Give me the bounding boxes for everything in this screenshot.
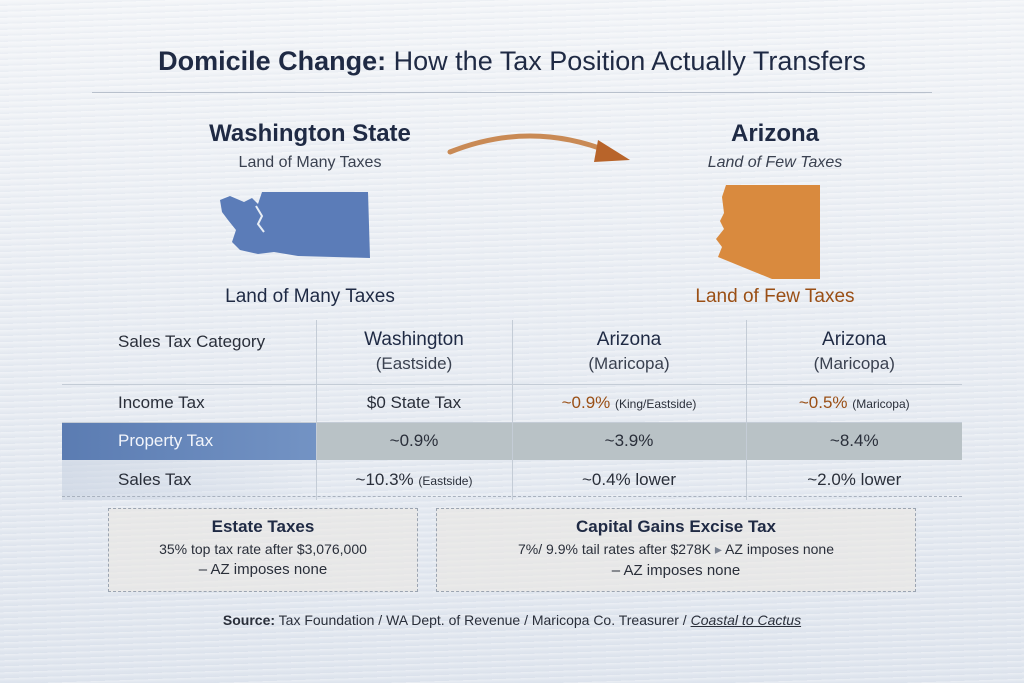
cell-washington: ~10.3% (Eastside)	[315, 460, 512, 500]
arizona-name: Arizona	[730, 120, 819, 147]
transfer-arrow-icon	[447, 133, 630, 162]
box-line-part: AZ imposes none	[725, 541, 834, 557]
washington-caption: Land of Many Taxes	[225, 286, 395, 307]
arizona-subtitle: Land of Few Taxes	[707, 154, 843, 171]
box-title: Capital Gains Excise Tax	[576, 517, 776, 536]
arizona-map-icon	[716, 185, 820, 279]
column-title: Arizona	[822, 329, 887, 351]
box-line: 7%/ 9.9% tail rates after $278K ▸ AZ imp…	[437, 541, 915, 558]
box-line: – AZ imposes none	[198, 561, 328, 578]
box-line-part: 7%/ 9.9% tail rates after $278K	[518, 541, 711, 557]
arizona-caption: Land of Few Taxes	[695, 286, 855, 307]
title-divider	[92, 92, 932, 93]
source-label: Source:	[222, 612, 276, 628]
cell-washington: ~0.9%	[315, 422, 512, 460]
washington-name: Washington State	[209, 120, 411, 147]
source-text: Tax Foundation / WA Dept. of Revenue / M…	[275, 612, 691, 628]
source-line: Source: Tax Foundation / WA Dept. of Rev…	[0, 612, 1024, 628]
table-header-row: Sales Tax Category Washington (Eastside)…	[62, 320, 962, 385]
corner-label: Sales Tax Category	[62, 320, 316, 385]
estate-taxes-box: Estate Taxes 35% top tax rate after $3,0…	[108, 508, 418, 592]
cell-arizona-1: ~3.9%	[511, 422, 746, 460]
column-subtitle: (Eastside)	[375, 354, 453, 374]
table-row-income: Income Tax $0 State Tax ~0.9% (King/East…	[62, 384, 962, 423]
source-link[interactable]: Coastal to Cactus	[690, 612, 802, 628]
row-label: Income Tax	[62, 384, 316, 423]
column-header-washington: Washington (Eastside)	[315, 320, 512, 385]
cell-value: ~0.9%	[561, 393, 611, 412]
cell-arizona-2: ~8.4%	[745, 422, 962, 460]
column-title: Washington	[364, 329, 464, 351]
cell-value: ~0.5%	[798, 393, 848, 412]
box-title: Estate Taxes	[211, 517, 315, 536]
washington-map-icon	[220, 192, 370, 258]
row-label: Property Tax	[62, 422, 316, 460]
section-divider	[62, 496, 962, 497]
cell-washington: $0 State Tax	[315, 384, 512, 423]
washington-subtitle: Land of Many Taxes	[238, 154, 382, 171]
washington-header: Washington State Land of Many Taxes	[150, 120, 470, 172]
box-line: – AZ imposes none	[611, 562, 741, 579]
box-line: 35% top tax rate after $3,076,000	[159, 541, 367, 557]
column-title: Arizona	[596, 329, 662, 351]
table-row-property: Property Tax ~0.9% ~3.9% ~8.4%	[62, 422, 962, 460]
cell-arizona-2: ~0.5% (Maricopa)	[745, 384, 962, 423]
cell-arizona-1: ~0.4% lower	[511, 460, 746, 500]
row-label: Sales Tax	[62, 460, 316, 500]
cell-value: ~10.3%	[355, 470, 414, 489]
column-subtitle: (Maricopa)	[588, 354, 670, 374]
title-rest: How the Tax Position Actually Transfers	[386, 46, 866, 76]
column-header-arizona-2: Arizona (Maricopa)	[745, 320, 962, 385]
cell-note: (Maricopa)	[852, 397, 910, 411]
cell-note: (King/Eastside)	[615, 397, 697, 411]
table-row-sales: Sales Tax ~10.3% (Eastside) ~0.4% lower …	[62, 460, 962, 500]
column-subtitle: (Maricopa)	[813, 354, 895, 374]
cell-arizona-2: ~2.0% lower	[745, 460, 962, 500]
cell-note: (Eastside)	[418, 474, 473, 488]
arizona-header: Arizona Land of Few Taxes	[620, 120, 930, 172]
column-header-arizona-1: Arizona (Maricopa)	[511, 320, 746, 385]
capital-gains-box: Capital Gains Excise Tax 7%/ 9.9% tail r…	[436, 508, 916, 592]
cell-arizona-1: ~0.9% (King/Eastside)	[511, 384, 746, 423]
title-bold: Domicile Change:	[158, 46, 387, 76]
arrow-right-icon: ▸	[714, 541, 722, 557]
page-title: Domicile Change: How the Tax Position Ac…	[0, 46, 1024, 77]
tax-comparison-table: Sales Tax Category Washington (Eastside)…	[62, 320, 962, 500]
